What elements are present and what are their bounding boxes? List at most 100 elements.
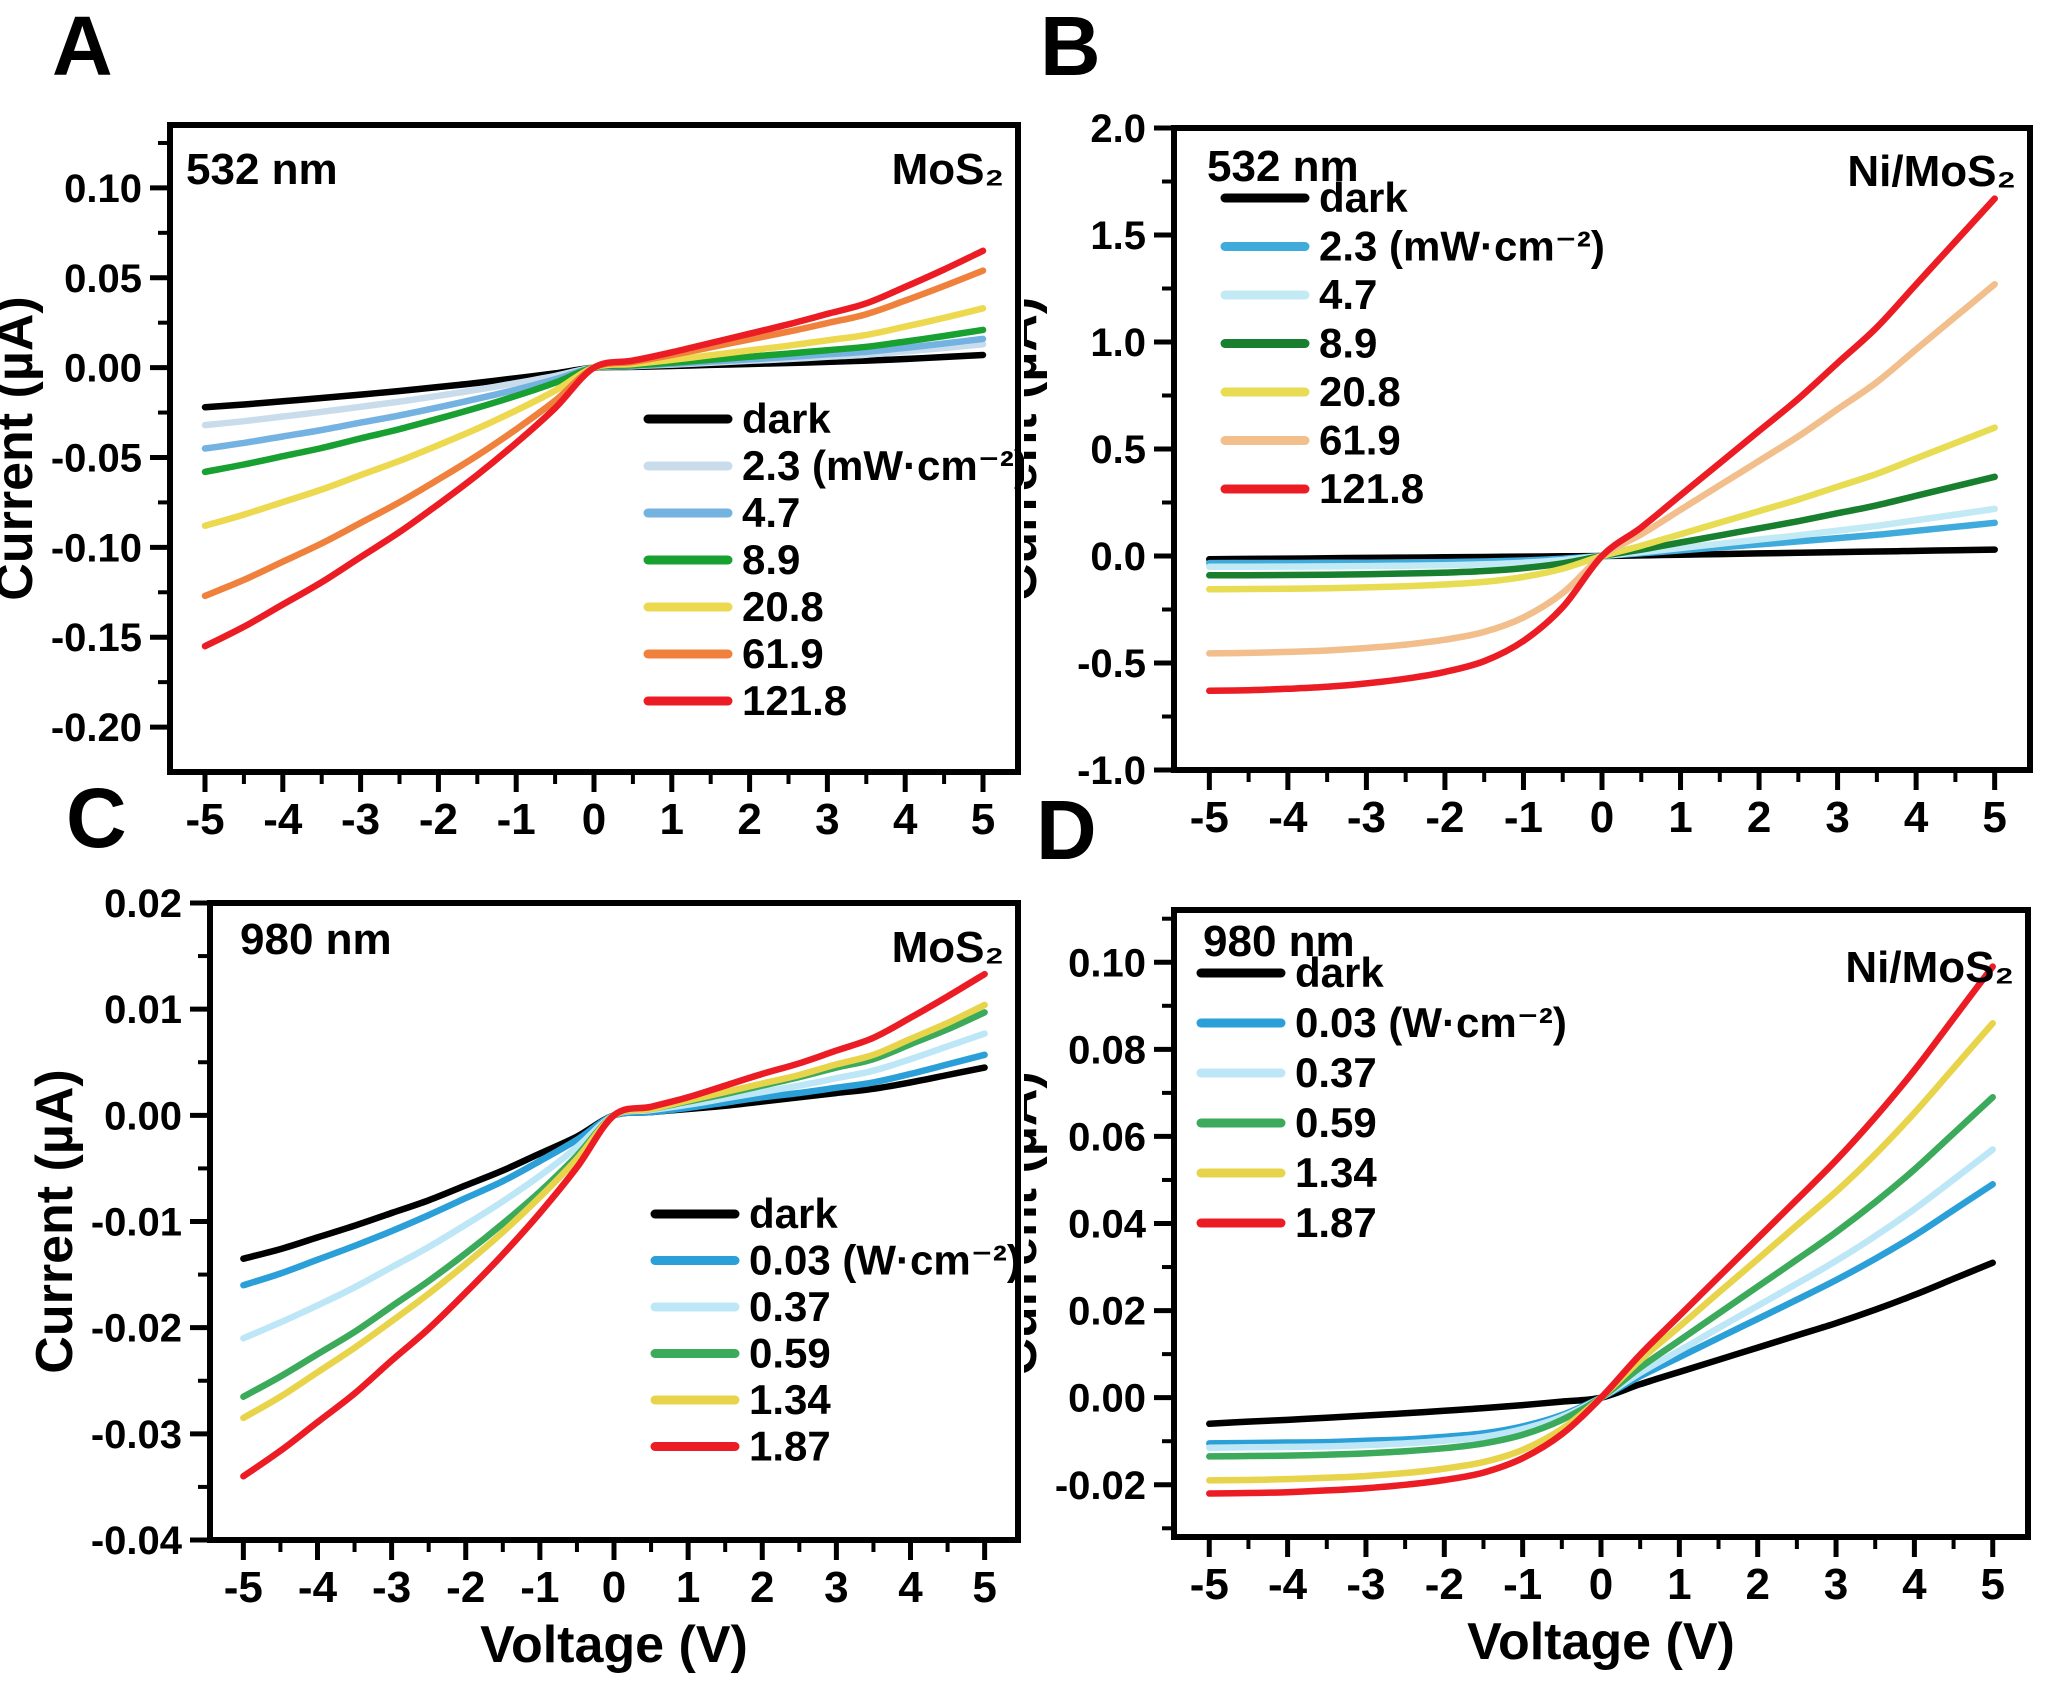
legend-entry-label: 61.9 — [742, 630, 824, 677]
x-tick-label: -2 — [1425, 793, 1464, 842]
y-tick-label: 0.08 — [1068, 1028, 1146, 1072]
axis-ticks: -5 -4 -3 -2 -1 0 1 2 3 4 5 0.10 0.08 0.06 0.04 0.02 0.00… — [1055, 916, 2005, 1609]
axis-ticks: -5 -4 -3 -2 -1 0 1 2 3 4 5 0.02 0.01 0.00 -0.01 -0.02 -0… — [91, 882, 997, 1612]
legend-entry-label: dark — [1319, 174, 1408, 221]
x-tick-label: 4 — [1902, 1560, 1927, 1609]
y-tick-label: 0.06 — [1068, 1115, 1146, 1159]
curve-2.3-mw-cm — [201, 341, 987, 429]
legend-entry-label: dark — [1295, 949, 1384, 996]
legend-entry-label: 4.7 — [1319, 271, 1377, 318]
plot-box — [167, 122, 1021, 775]
x-tick-label: 1 — [1668, 793, 1692, 842]
legend-entry-label: 0.59 — [749, 1330, 831, 1377]
y-axis-title: Current (µA) — [1024, 297, 1048, 601]
curve-dark — [201, 351, 987, 411]
x-tick-label: 1 — [1667, 1560, 1691, 1609]
x-tick-label: 1 — [660, 795, 684, 842]
x-tick-label: 3 — [1825, 793, 1849, 842]
legend-entry-label: dark — [742, 395, 831, 442]
legend-entry-label: 1.87 — [1295, 1199, 1377, 1246]
x-tick-label: 3 — [824, 1563, 848, 1612]
x-tick-label: -2 — [1425, 1560, 1464, 1609]
y-tick-label: -0.02 — [1055, 1464, 1146, 1508]
y-tick-label: 0.10 — [64, 167, 142, 211]
y-tick-label: -0.20 — [51, 706, 142, 750]
x-tick-label: -5 — [185, 795, 224, 842]
legend-entry-label: dark — [749, 1190, 838, 1237]
curve-1.87 — [1206, 963, 1996, 1497]
y-tick-label: -1.0 — [1077, 749, 1146, 793]
sample-label: Ni/MoS₂ — [1845, 943, 2014, 992]
y-tick-label: 1.0 — [1090, 321, 1146, 365]
legend-entry-label: 0.37 — [749, 1283, 831, 1330]
panel-A-chart: -5 -4 -3 -2 -1 0 1 2 3 4 5 0.10 0.05 0.00 -0.05 -0.10 -0… — [0, 122, 1024, 842]
x-tick-label: 0 — [1590, 793, 1614, 842]
sample-label: MoS₂ — [892, 145, 1004, 194]
y-tick-label: -0.15 — [51, 616, 142, 660]
x-tick-label: 4 — [1904, 793, 1929, 842]
curve-121.8 — [201, 247, 987, 650]
sample-label: MoS₂ — [892, 923, 1004, 972]
curve-20.8 — [201, 305, 987, 530]
x-tick-label: 5 — [971, 795, 995, 842]
curves-group — [1206, 195, 1998, 695]
legend-entry-label: 8.9 — [1319, 320, 1377, 367]
y-tick-label: -0.04 — [91, 1519, 183, 1563]
plot-box — [1171, 907, 2031, 1540]
x-tick-label: -4 — [1268, 793, 1308, 842]
legend-entry-label: 121.8 — [1319, 465, 1424, 512]
panel-C-chart: -5 -4 -3 -2 -1 0 1 2 3 4 5 0.02 0.01 0.00 -0.01 -0.02 -0… — [26, 882, 1021, 1674]
legend-entry-label: 1.34 — [749, 1376, 831, 1423]
x-tick-label: -5 — [1190, 793, 1229, 842]
legend-entry-label: 0.37 — [1295, 1049, 1377, 1096]
legend-entry-label: 2.3 (mW·cm⁻²) — [742, 442, 1024, 489]
y-tick-label: 0.05 — [64, 257, 142, 301]
y-tick-label: 0.02 — [104, 882, 182, 926]
legend-entry-label: 121.8 — [742, 677, 847, 724]
axis-ticks: -5 -4 -3 -2 -1 0 1 2 3 4 5 0.10 0.05 0.00 -0.05 -0.10 -0… — [51, 140, 995, 842]
x-tick-label: 0 — [582, 795, 606, 842]
wavelength-label: 532 nm — [186, 145, 338, 194]
x-tick-label: -4 — [263, 795, 303, 842]
curve-1.87 — [240, 970, 988, 1480]
y-tick-label: 0.02 — [1068, 1290, 1146, 1334]
x-tick-label: 2 — [750, 1563, 774, 1612]
x-tick-label: -1 — [1503, 1560, 1542, 1609]
panel-label-B: B — [1040, 0, 1101, 93]
x-tick-label: 1 — [676, 1563, 700, 1612]
curves-group — [201, 247, 987, 650]
y-tick-label: -0.01 — [91, 1201, 182, 1245]
x-tick-label: 2 — [737, 795, 761, 842]
x-tick-label: 5 — [1981, 1560, 2005, 1609]
x-axis-title: Voltage (V) — [480, 1616, 748, 1674]
legend-entry-label: 20.8 — [742, 583, 824, 630]
x-tick-label: -3 — [341, 795, 380, 842]
y-tick-label: -0.03 — [91, 1413, 182, 1457]
x-tick-label: 0 — [1589, 1560, 1613, 1609]
x-tick-label: -3 — [1346, 1560, 1385, 1609]
y-tick-label: 0.0 — [1090, 535, 1146, 579]
x-axis-title: Voltage (V) — [1467, 1613, 1735, 1671]
x-tick-label: 2 — [1747, 793, 1771, 842]
x-tick-label: 0 — [602, 1563, 626, 1612]
x-tick-label: -5 — [1190, 1560, 1229, 1609]
curve-1.34 — [240, 1001, 988, 1422]
wavelength-label: 980 nm — [240, 915, 392, 964]
x-tick-label: -3 — [1347, 793, 1386, 842]
legend-entry-label: 0.03 (W·cm⁻²) — [1295, 999, 1567, 1046]
curves-group — [1206, 963, 1996, 1497]
x-tick-label: -1 — [520, 1563, 559, 1612]
y-axis-title: Current (µA) — [1024, 1071, 1048, 1375]
y-tick-label: 0.01 — [104, 988, 182, 1032]
y-axis-title: Current (µA) — [0, 296, 44, 600]
x-tick-label: -4 — [298, 1563, 338, 1612]
legend-entry-label: 0.03 (W·cm⁻²) — [749, 1237, 1021, 1284]
curves-group — [240, 970, 988, 1480]
x-tick-label: 3 — [1824, 1560, 1848, 1609]
x-tick-label: -3 — [372, 1563, 411, 1612]
panel-label-C: C — [66, 771, 127, 865]
